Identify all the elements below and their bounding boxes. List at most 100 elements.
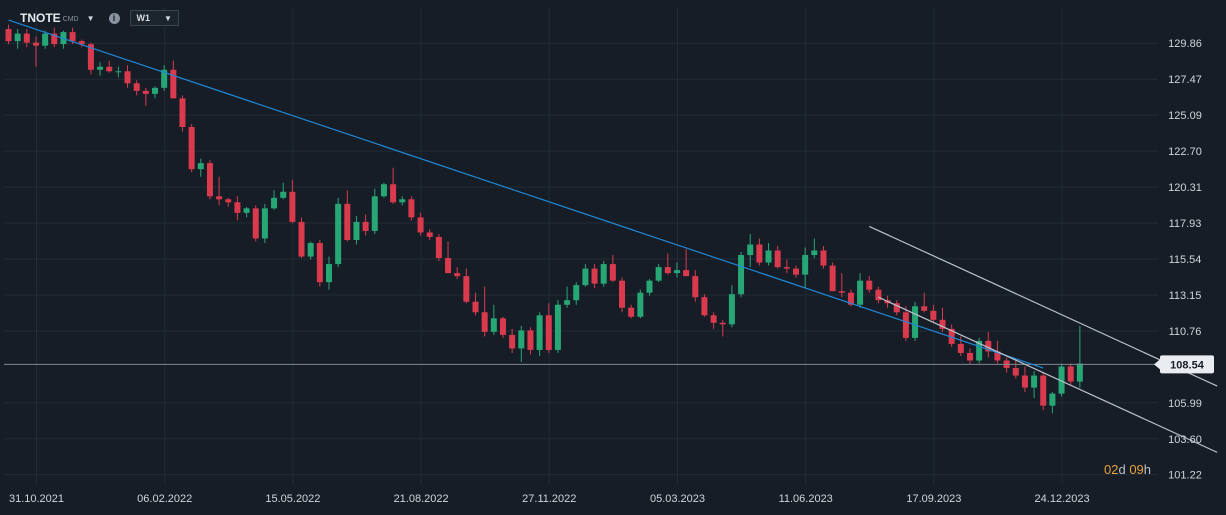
candle <box>23 29 30 48</box>
candle-body <box>857 280 864 305</box>
candle-body <box>115 71 122 73</box>
candle <box>325 256 332 290</box>
countdown-hours-unit: h <box>1143 462 1152 477</box>
y-tick-label: 120.31 <box>1168 182 1202 194</box>
symbol-name[interactable]: TNOTE <box>20 11 61 25</box>
candle-body <box>106 66 113 72</box>
candle-body <box>289 191 296 222</box>
candle-body <box>399 199 406 203</box>
candle <box>106 60 113 73</box>
candle <box>133 80 140 96</box>
candle-body <box>371 196 378 231</box>
timeframe-select[interactable]: W1 ▼ <box>129 10 179 26</box>
candle <box>1021 366 1028 393</box>
channel-upper-line <box>869 225 1218 387</box>
candle <box>170 60 177 99</box>
chevron-down-icon[interactable]: ▼ <box>86 13 95 23</box>
candle <box>289 179 296 224</box>
candle-body <box>5 29 12 42</box>
candle-body <box>243 208 250 213</box>
candle <box>765 242 772 266</box>
y-tick-label: 103.60 <box>1168 434 1202 446</box>
candle <box>115 66 122 78</box>
candle <box>545 303 552 353</box>
countdown-days: 02 <box>1104 462 1119 477</box>
candle-body <box>390 184 397 203</box>
candle-body <box>710 315 717 323</box>
drawn-lines[interactable] <box>4 19 1218 453</box>
candle <box>838 273 845 298</box>
candle-body <box>774 250 781 268</box>
x-tick-label: 31.10.2021 <box>9 493 64 505</box>
candle <box>390 167 397 204</box>
candle-body <box>307 242 314 257</box>
info-icon[interactable]: i <box>108 12 120 24</box>
candle <box>783 259 790 274</box>
candle-body <box>435 236 442 259</box>
candle <box>197 158 204 177</box>
candle-body <box>344 203 351 240</box>
candle-body <box>426 232 433 237</box>
candle-body <box>353 221 360 240</box>
candle <box>380 182 387 198</box>
y-tick-label: 115.54 <box>1169 254 1202 266</box>
countdown-hours: 09 <box>1129 462 1144 477</box>
candle-countdown: 02d 09h <box>1104 462 1151 477</box>
candle-body <box>362 221 369 231</box>
candle-body <box>847 292 854 305</box>
y-tick-label: 101.22 <box>1168 470 1202 482</box>
candle <box>5 24 12 45</box>
candle-body <box>628 307 635 317</box>
candle <box>42 30 49 49</box>
candle-body <box>179 98 186 127</box>
candle <box>976 337 983 364</box>
candle <box>857 273 864 308</box>
candle-body <box>545 315 552 350</box>
candle <box>344 190 351 242</box>
candle <box>893 300 900 316</box>
candle-body <box>948 328 955 344</box>
candle <box>664 253 671 275</box>
candle <box>747 233 754 268</box>
y-tick-label: 110.76 <box>1169 326 1202 338</box>
candle-body <box>380 184 387 197</box>
candle <box>573 282 580 305</box>
candle <box>939 307 946 332</box>
candle-body <box>747 244 754 256</box>
candle-body <box>316 242 323 283</box>
candle-body <box>1058 366 1065 394</box>
candle <box>335 197 342 268</box>
candle <box>912 301 919 341</box>
candle <box>161 65 168 91</box>
candle <box>481 286 488 337</box>
candle-body <box>554 304 561 350</box>
candle-body <box>564 300 571 305</box>
candle <box>142 87 149 106</box>
candle-body <box>197 163 204 170</box>
candle-body <box>811 250 818 256</box>
candle <box>811 238 818 259</box>
candle <box>966 348 973 365</box>
candle-body <box>646 280 653 293</box>
candle-body <box>793 268 800 275</box>
candle-body <box>664 267 671 274</box>
candle-body <box>536 315 543 350</box>
price-tag-pointer <box>1154 359 1160 370</box>
x-tick-label: 05.03.2023 <box>650 493 705 505</box>
x-tick-label: 24.12.2023 <box>1035 493 1090 505</box>
candle-body <box>454 273 461 277</box>
candle <box>600 261 607 287</box>
candle <box>518 325 525 362</box>
candle <box>1031 371 1038 399</box>
candle-body <box>161 69 168 88</box>
candle <box>472 292 479 316</box>
candle <box>628 304 635 319</box>
candle-body <box>325 264 332 283</box>
candle-body <box>582 268 589 286</box>
candle-body <box>930 310 937 320</box>
candle-body <box>298 221 305 257</box>
candle-body <box>609 264 616 281</box>
candle <box>298 217 305 259</box>
y-tick-label: 122.70 <box>1168 146 1202 158</box>
